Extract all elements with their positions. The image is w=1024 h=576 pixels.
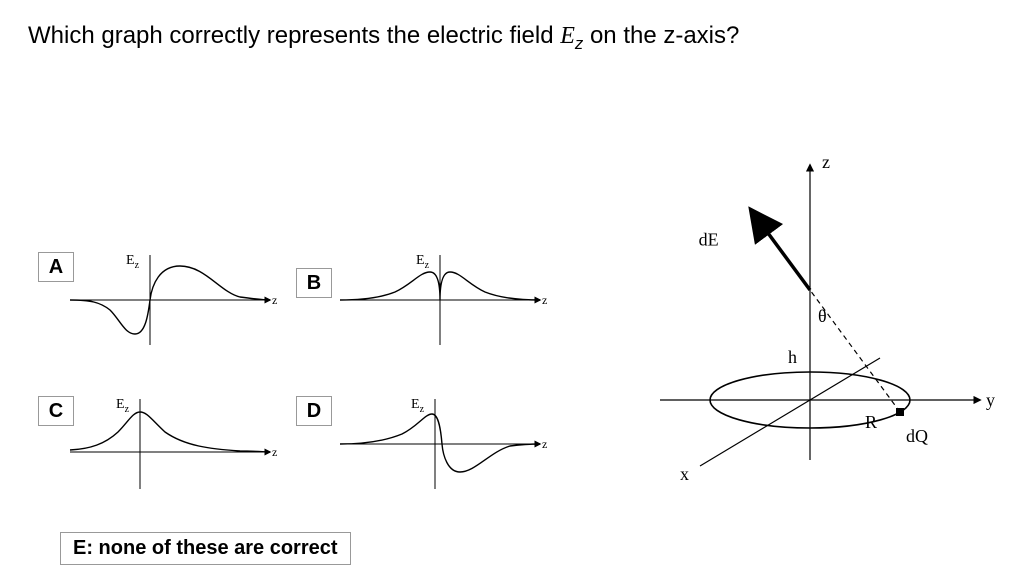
svg-text:x: x: [680, 464, 689, 484]
svg-text:h: h: [788, 347, 797, 367]
svg-text:z: z: [822, 152, 830, 172]
svg-text:Ez: Ez: [411, 397, 425, 415]
question-text: Which graph correctly represents the ele…: [28, 22, 739, 54]
question-prefix: Which graph correctly represents the ele…: [28, 22, 560, 49]
graph-d: Ez z: [330, 384, 550, 504]
option-label-b: B: [296, 268, 332, 298]
svg-text:Ez: Ez: [126, 253, 140, 271]
svg-text:θ: θ: [818, 306, 827, 326]
question-suffix: on the z-axis?: [583, 22, 739, 49]
option-label-e: E: none of these are correct: [60, 532, 351, 565]
question-var: E: [560, 23, 575, 49]
svg-text:dE: dE: [699, 230, 719, 250]
svg-text:z: z: [272, 293, 277, 307]
svg-text:Ez: Ez: [416, 253, 430, 271]
svg-text:z: z: [542, 437, 547, 451]
svg-text:R: R: [865, 412, 877, 432]
ring-diagram: Rh θ dE dQ z y x: [640, 150, 1010, 510]
graph-c: Ez z: [60, 384, 280, 504]
option-label-d: D: [296, 396, 332, 426]
svg-text:y: y: [986, 390, 995, 410]
graph-b: Ez z: [330, 240, 550, 360]
svg-text:z: z: [542, 293, 547, 307]
svg-text:Ez: Ez: [116, 397, 130, 415]
graph-a: Ez z: [60, 240, 280, 360]
svg-text:z: z: [272, 445, 277, 459]
svg-text:dQ: dQ: [906, 426, 928, 446]
